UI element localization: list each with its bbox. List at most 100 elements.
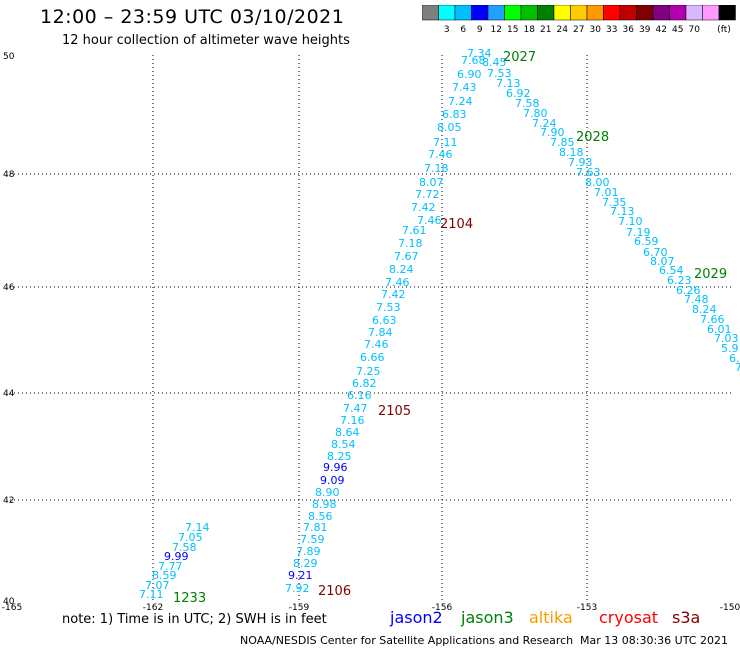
longitude-tick-label: -165 xyxy=(2,603,22,613)
wave-height-value: 8.54 xyxy=(331,438,356,451)
wave-height-value: 7.35 xyxy=(602,196,627,209)
track-pass-label: 1233 xyxy=(173,591,206,606)
wave-height-value: 7.16 xyxy=(340,414,365,427)
wave-height-value: 7.46 xyxy=(428,148,453,161)
wave-height-value: 8.90 xyxy=(315,486,340,499)
map-subtitle: 12 hour collection of altimeter wave hei… xyxy=(62,33,350,48)
wave-height-value: 7.25 xyxy=(356,365,381,378)
wave-height-value: 6.23 xyxy=(667,274,692,287)
wave-height-value: 8.05 xyxy=(437,121,462,134)
wave-height-value: 7.18 xyxy=(398,237,423,250)
latitude-tick-label: 50 xyxy=(3,52,15,62)
wave-height-value: 7.72 xyxy=(415,188,440,201)
wave-height-value: 7.34 xyxy=(467,47,492,60)
wave-height-value: 7.90 xyxy=(540,126,565,139)
footer-note: note: 1) Time is in UTC; 2) SWH is in fe… xyxy=(62,612,327,627)
color-scale-label: 21 xyxy=(540,25,551,35)
wave-height-value: 7 xyxy=(735,361,740,374)
wave-height-value: 5.9 xyxy=(721,342,739,355)
satellite-legend-cryosat: cryosat xyxy=(599,608,659,627)
wave-height-value: 7.67 xyxy=(394,250,419,263)
wave-height-value: 9.09 xyxy=(320,474,345,487)
wave-height-value: 7.13 xyxy=(496,77,521,90)
wave-height-value: 7.14 xyxy=(185,521,210,534)
wave-height-value: 7.19 xyxy=(626,226,651,239)
wave-height-value: 6.59 xyxy=(634,235,659,248)
satellite-legend-jason3: jason3 xyxy=(461,608,514,627)
color-scale-label: 9 xyxy=(477,25,483,35)
wave-height-value: 7.18 xyxy=(424,162,449,175)
wave-height-value: 7.10 xyxy=(618,215,643,228)
wave-height-value: 6.70 xyxy=(643,246,668,259)
wave-height-value: 8.18 xyxy=(559,146,584,159)
wave-height-value: 7.24 xyxy=(532,117,557,130)
wave-height-value: 7.59 xyxy=(300,533,325,546)
wave-height-value: 6.16 xyxy=(347,389,372,402)
generated-timestamp: Mar 13 08:30:36 UTC 2021 xyxy=(580,634,728,647)
wave-height-value: 7.53 xyxy=(376,301,401,314)
wave-height-value: 7.05 xyxy=(178,531,203,544)
latitude-tick-label: 48 xyxy=(3,170,15,180)
wave-height-value: 8.07 xyxy=(650,255,675,268)
track-pass-label: 2029 xyxy=(694,267,727,282)
wave-height-value: 9.21 xyxy=(288,569,313,582)
color-scale-label: 42 xyxy=(656,25,667,35)
longitude-tick-label: -150 xyxy=(720,603,740,613)
wave-height-value: 6. xyxy=(729,352,740,365)
wave-height-value: 9.96 xyxy=(323,461,348,474)
wave-height-value: 7.13 xyxy=(610,205,635,218)
longitude-tick-label: -159 xyxy=(289,603,310,613)
map-title: 12:00 – 23:59 UTC 03/10/2021 xyxy=(40,6,345,28)
wave-height-value: 9.99 xyxy=(164,550,189,563)
wave-height-value: 7.66 xyxy=(700,313,725,326)
color-scale-label: 39 xyxy=(639,25,651,35)
wave-height-value: 7.24 xyxy=(448,95,473,108)
wave-height-value: 7.89 xyxy=(296,545,321,558)
wave-height-value: 6.63 xyxy=(372,314,397,327)
color-scale-label: 3 xyxy=(444,25,450,35)
wave-height-value: 7.46 xyxy=(364,338,389,351)
wave-height-value: 8.98 xyxy=(312,498,337,511)
wave-height-value: 7.07 xyxy=(145,579,170,592)
color-scale-label: 12 xyxy=(491,25,502,35)
color-scale-legend: 3 6 9 12 15 18 21 24 27 30 33 36 39 42 45 70 (ft) xyxy=(422,5,736,35)
latitude-tick-label: 46 xyxy=(3,283,15,293)
wave-height-value: 8.24 xyxy=(389,263,414,276)
wave-height-value: 7.93 xyxy=(568,156,593,169)
satellite-legend-jason2: jason2 xyxy=(390,608,443,627)
wave-height-value: 7.53 xyxy=(487,67,512,80)
color-scale-label: 36 xyxy=(623,25,635,35)
color-scale-label: 33 xyxy=(606,25,617,35)
wave-height-value: 6.01 xyxy=(707,323,732,336)
wave-height-value: 6.26 xyxy=(676,284,701,297)
wave-height-value: 7.46 xyxy=(385,276,410,289)
wave-height-value: 7.42 xyxy=(381,288,406,301)
wave-height-value: 7.84 xyxy=(368,326,393,339)
wave-height-value: 6.82 xyxy=(352,377,377,390)
color-scale-label: 18 xyxy=(524,25,536,35)
wave-height-value: 6.83 xyxy=(442,108,467,121)
wave-height-value: 8.25 xyxy=(327,450,352,463)
wave-height-value: 7.92 xyxy=(285,582,310,595)
wave-height-value: 8.59 xyxy=(152,569,177,582)
color-scale-label: 70 xyxy=(689,25,701,35)
wave-height-value: 7.47 xyxy=(343,402,368,415)
track-pass-label: 2106 xyxy=(318,584,351,599)
wave-height-value: 8.24 xyxy=(692,303,717,316)
color-scale-unit: (ft) xyxy=(717,25,731,35)
wave-height-value: 8.00 xyxy=(585,176,610,189)
wave-height-value: 8.45 xyxy=(482,56,507,69)
wave-height-value: 8.64 xyxy=(335,426,360,439)
wave-height-value: 7.58 xyxy=(172,541,197,554)
wave-height-value: 7.11 xyxy=(433,136,458,149)
color-swatch xyxy=(718,5,736,21)
wave-height-value: 7.48 xyxy=(684,293,709,306)
wave-height-value: 6.92 xyxy=(506,87,531,100)
wave-height-value: 8.56 xyxy=(308,510,333,523)
wave-height-value: 7.85 xyxy=(550,136,575,149)
color-scale-label: 45 xyxy=(672,25,683,35)
track-pass-label: 2104 xyxy=(440,217,473,232)
color-scale-label: 27 xyxy=(573,25,584,35)
wave-height-value: 7.11 xyxy=(139,588,164,601)
